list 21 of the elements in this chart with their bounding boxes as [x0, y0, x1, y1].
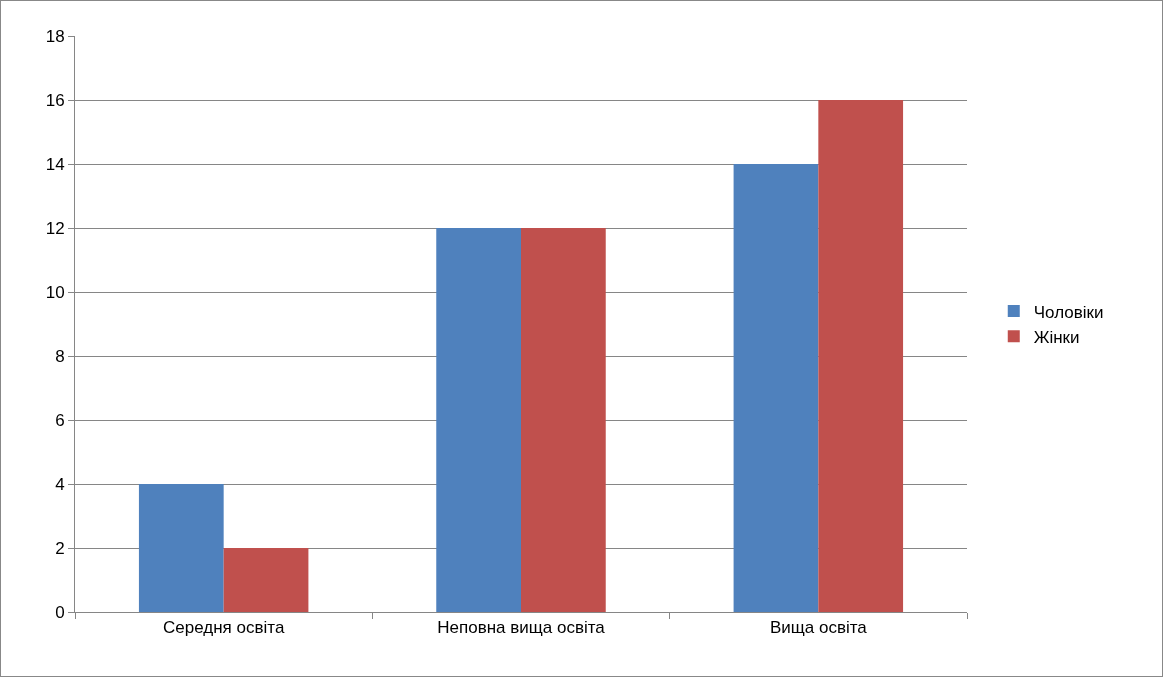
bar — [733, 164, 819, 612]
y-tick-label: 10 — [45, 282, 65, 302]
x-tick-label: Неповна вища освіта — [437, 618, 606, 638]
y-tick-label: 0 — [55, 602, 65, 622]
x-tick-label: Вища освіта — [769, 618, 868, 638]
y-tick-label: 8 — [55, 346, 65, 366]
y-tick-label: 16 — [45, 90, 65, 110]
y-tick-label: 6 — [55, 410, 65, 430]
x-tick-label: Середня освіта — [163, 618, 285, 638]
bar — [818, 100, 904, 612]
bar — [138, 484, 224, 612]
y-tick-label: 14 — [45, 154, 65, 174]
bar — [223, 548, 309, 612]
bar — [521, 228, 606, 612]
bar — [436, 228, 521, 612]
legend-label: Чоловіки — [1033, 302, 1104, 322]
y-tick-label: 12 — [45, 218, 65, 238]
y-tick-label: 2 — [55, 538, 65, 558]
legend-label: Жінки — [1033, 327, 1080, 347]
y-tick-label: 4 — [55, 474, 65, 494]
y-tick-label: 18 — [45, 26, 65, 46]
